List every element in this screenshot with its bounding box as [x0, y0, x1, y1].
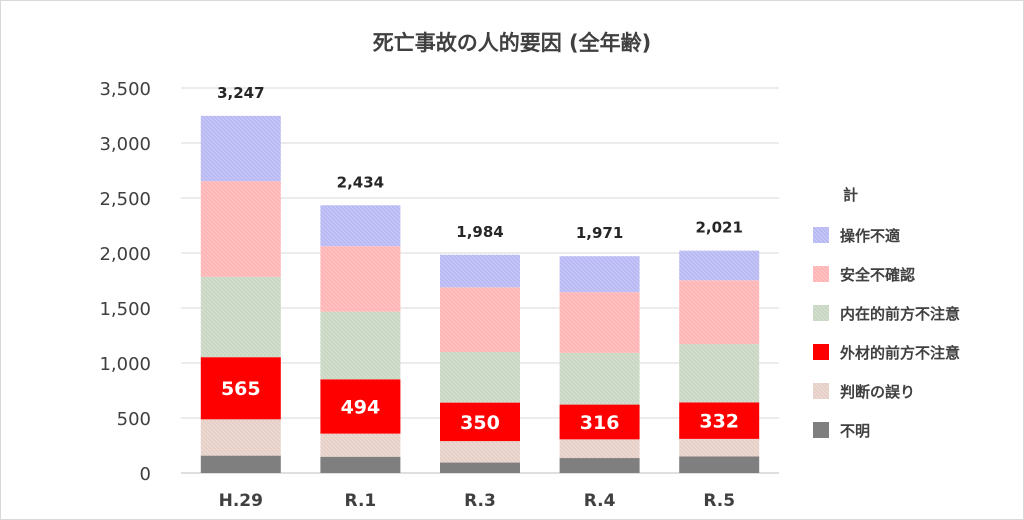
total-label: 3,247: [217, 84, 264, 102]
x-tick-label: R.1: [345, 491, 377, 511]
y-tick-label: 2,500: [99, 189, 151, 210]
bar-segment: [679, 438, 760, 457]
legend-swatch: [813, 422, 829, 438]
y-tick-label: 500: [117, 409, 151, 430]
bar-segment: [679, 250, 760, 281]
total-label: 1,971: [576, 224, 623, 242]
x-tick-label: R.5: [703, 491, 735, 511]
bar-segment: [200, 276, 281, 358]
legend-swatch: [813, 344, 829, 360]
bar-segment: [200, 181, 281, 277]
bar-segment: [440, 441, 520, 463]
chart-title: 死亡事故の人的要因 (全年齢): [372, 31, 652, 55]
x-tick-label: R.3: [464, 491, 496, 511]
total-label: 1,984: [456, 223, 503, 241]
data-label: 565: [221, 378, 261, 400]
bar-segment: [440, 352, 520, 403]
bar-segment: [440, 462, 520, 473]
bar-segment: [559, 439, 640, 459]
total-label: 2,434: [337, 173, 384, 191]
y-tick-label: 2,000: [99, 244, 151, 265]
data-label: 332: [699, 411, 739, 433]
legend-label: 内在的前方不注意: [840, 305, 960, 323]
bar-segment: [320, 433, 401, 457]
y-tick-label: 3,000: [99, 134, 151, 155]
data-label: 350: [460, 412, 500, 434]
legend-swatch: [813, 305, 829, 321]
bar-segment: [679, 402, 760, 439]
legend-label: 不明: [840, 422, 870, 440]
legend-label: 安全不確認: [840, 266, 915, 284]
legend-label: 操作不適: [840, 227, 900, 245]
bar-segment: [679, 344, 760, 403]
bar-segment: [440, 287, 520, 352]
bar-segment: [200, 115, 281, 182]
bar-segment: [320, 246, 401, 312]
bar-segment: [320, 379, 401, 434]
legend-label: 外材的前方不注意: [839, 344, 960, 362]
bar-segment: [559, 292, 640, 353]
legend-swatch: [813, 383, 829, 399]
x-tick-label: R.4: [584, 491, 616, 511]
bar-segment: [320, 205, 401, 247]
bar-segment: [679, 456, 760, 473]
legend-label: 判断の誤り: [840, 383, 915, 401]
legend-title: 計: [843, 186, 858, 204]
data-label: 494: [341, 396, 381, 418]
bar-segment: [559, 404, 640, 440]
bar-segment: [440, 402, 520, 442]
data-label: 316: [580, 412, 620, 434]
bar-segment: [200, 419, 281, 456]
bar-segment: [200, 357, 281, 420]
y-tick-label: 3,500: [99, 79, 151, 100]
legend-swatch: [813, 266, 829, 282]
bar-segment: [320, 456, 401, 473]
bar-segment: [559, 256, 640, 293]
x-tick-label: H.29: [219, 491, 263, 511]
bar-segment: [679, 280, 760, 345]
bar-segment: [559, 458, 640, 473]
y-tick-label: 0: [140, 464, 151, 485]
bar-segment: [200, 455, 281, 473]
bar-segment: [559, 352, 640, 405]
total-label: 2,021: [695, 219, 742, 237]
y-tick-label: 1,000: [99, 354, 151, 375]
bar-segment: [440, 254, 520, 288]
y-tick-label: 1,500: [99, 299, 151, 320]
legend-swatch: [813, 227, 829, 243]
bar-segment: [320, 311, 401, 380]
